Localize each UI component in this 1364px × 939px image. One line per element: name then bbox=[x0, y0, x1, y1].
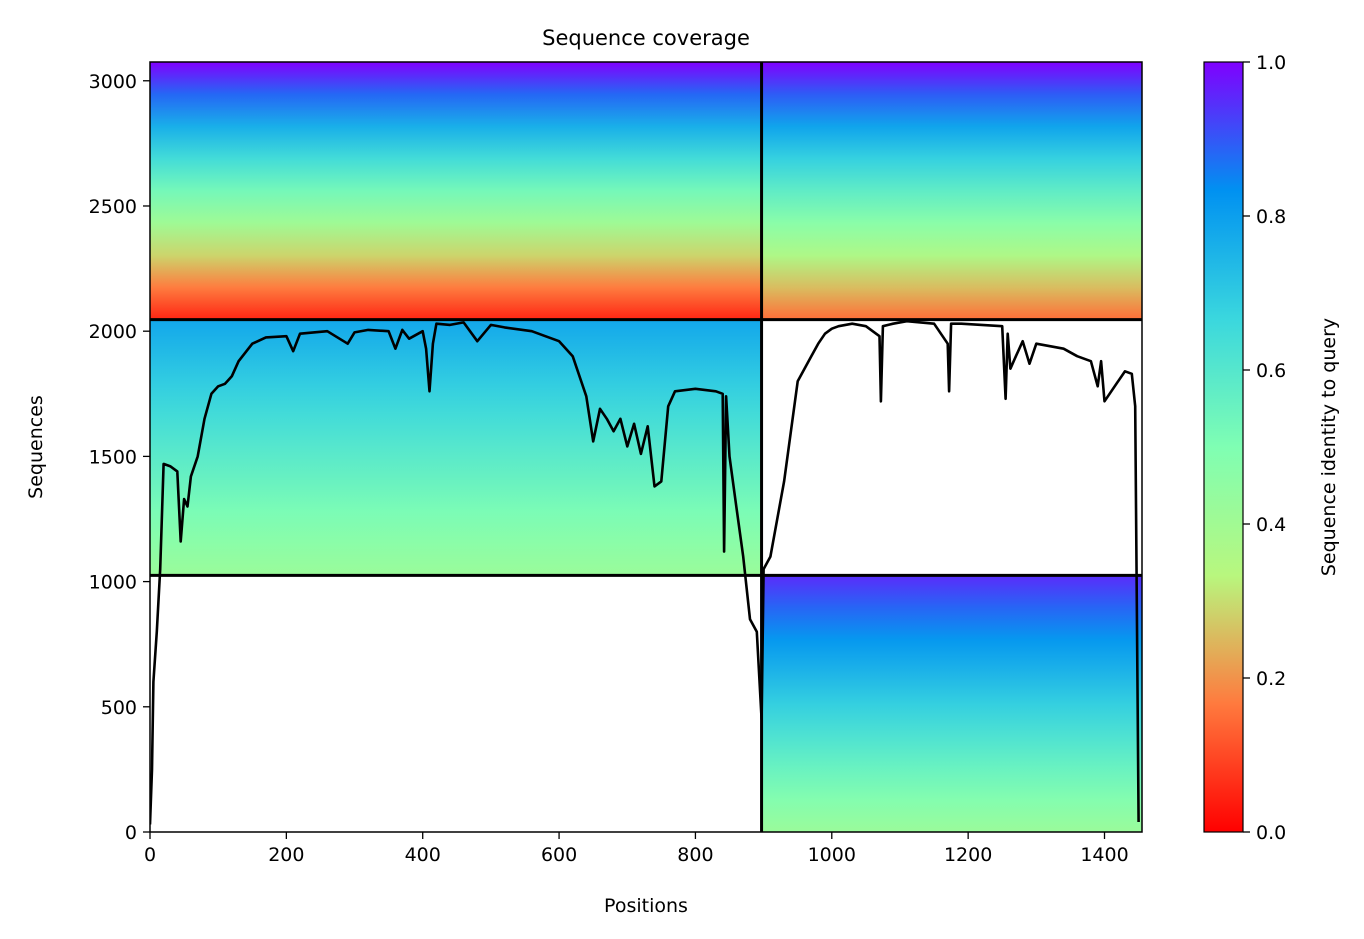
x-tick-label: 400 bbox=[405, 844, 441, 866]
colorbar-tick-label: 0.0 bbox=[1256, 822, 1286, 844]
colorbar-tick-label: 0.8 bbox=[1256, 206, 1286, 228]
chart-title: Sequence coverage bbox=[542, 26, 750, 50]
y-tick-label: 2000 bbox=[89, 321, 137, 343]
y-tick-label: 3000 bbox=[89, 71, 137, 93]
x-tick-label: 800 bbox=[677, 844, 713, 866]
colorbar-tick-label: 1.0 bbox=[1256, 52, 1286, 74]
y-tick-label: 1000 bbox=[89, 572, 137, 594]
x-axis-label: Positions bbox=[604, 895, 688, 917]
identity-blocks bbox=[150, 62, 1142, 832]
x-tick-label: 600 bbox=[541, 844, 577, 866]
x-tick-label: 0 bbox=[144, 844, 156, 866]
y-tick-label: 500 bbox=[101, 697, 137, 719]
x-tick-label: 1400 bbox=[1080, 844, 1128, 866]
colorbar-axis: 0.0 0.2 0.4 0.6 0.8 1.0 bbox=[1243, 52, 1286, 844]
x-tick-label: 1000 bbox=[808, 844, 856, 866]
colorbar-label: Sequence identity to query bbox=[1318, 318, 1340, 576]
colorbar-tick-label: 0.2 bbox=[1256, 668, 1286, 690]
x-tick-label: 1200 bbox=[944, 844, 992, 866]
y-axis-label: Sequences bbox=[25, 395, 47, 499]
colorbar bbox=[1203, 61, 1244, 833]
y-tick-label: 0 bbox=[125, 822, 137, 844]
y-tick-label: 1500 bbox=[89, 446, 137, 468]
colorbar-tick-label: 0.6 bbox=[1256, 360, 1286, 382]
identity-block-D bbox=[761, 62, 1142, 320]
x-axis: 0 200 400 600 800 1000 1200 1400 bbox=[144, 832, 1129, 866]
identity-block-C bbox=[150, 62, 762, 320]
identity-block-A bbox=[761, 575, 1142, 832]
y-axis: 0 500 1000 1500 2000 2500 3000 bbox=[89, 71, 150, 844]
coverage-line-layer bbox=[150, 319, 1140, 825]
y-tick-label: 2500 bbox=[89, 196, 137, 218]
x-tick-label: 200 bbox=[268, 844, 304, 866]
plot-frame bbox=[149, 61, 1143, 833]
identity-block-B bbox=[150, 319, 762, 576]
colorbar-tick-label: 0.4 bbox=[1256, 514, 1286, 536]
coverage-line bbox=[150, 319, 1140, 825]
